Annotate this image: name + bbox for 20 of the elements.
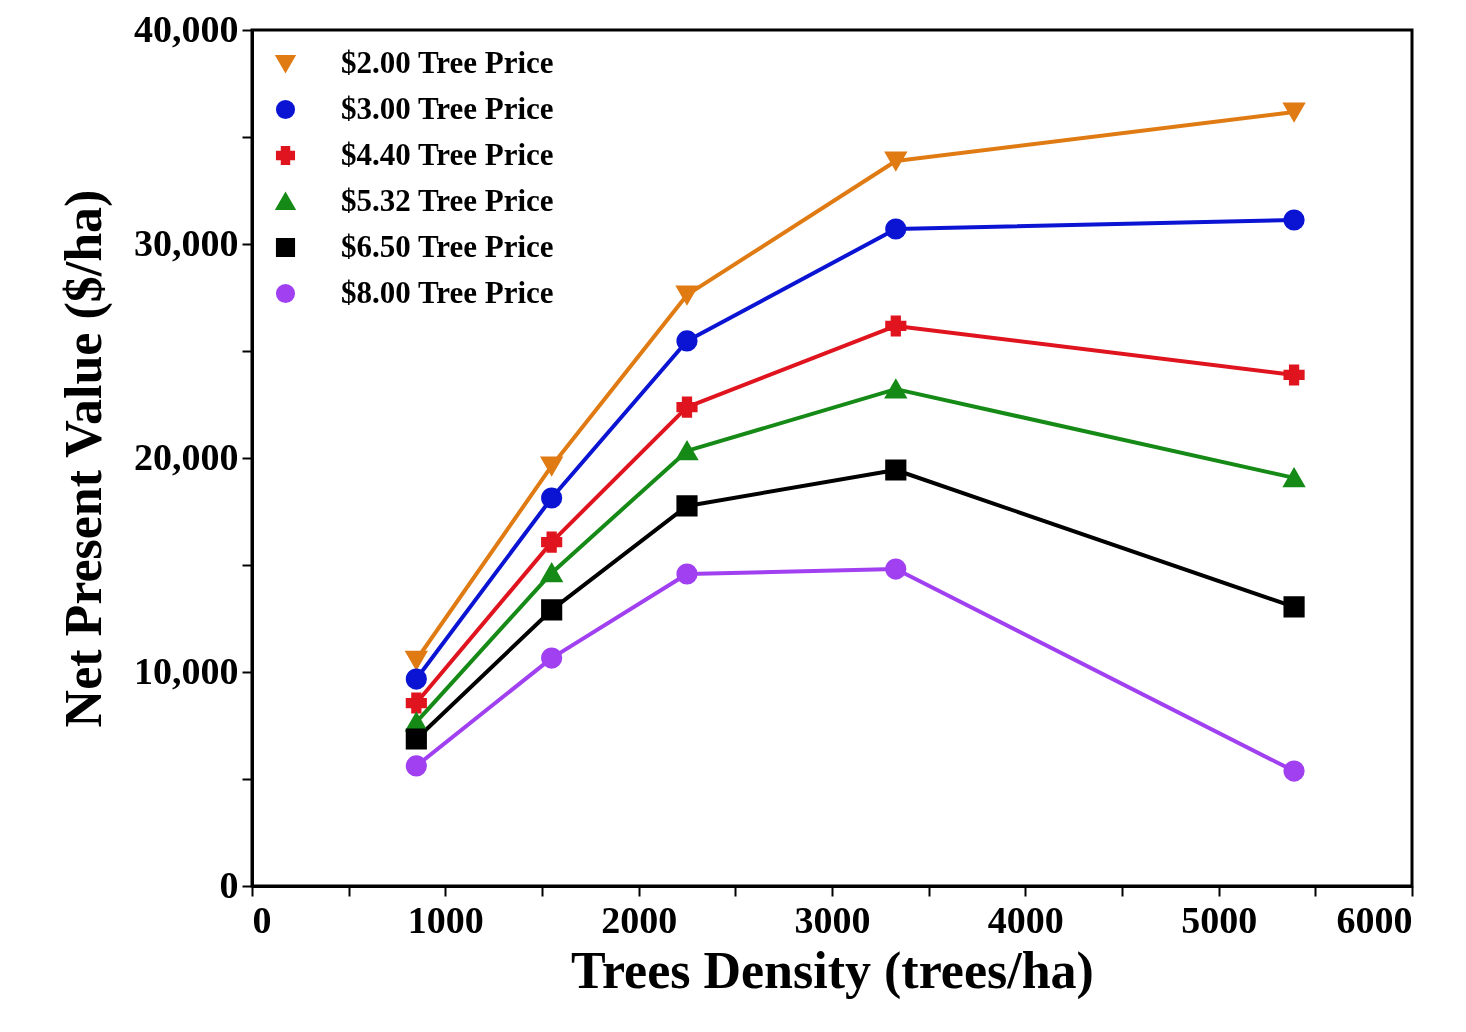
x-tick-label: 0 (252, 898, 272, 941)
y-axis-title: Net Present Value ($/ha) (55, 189, 113, 728)
y-tick-label: 30,000 (134, 221, 239, 264)
legend-label: $3.00 Tree Price (341, 90, 554, 126)
x-tick-label: 2000 (601, 898, 678, 941)
x-tick-label: 4000 (987, 898, 1064, 941)
x-tick-label: 5000 (1181, 898, 1258, 941)
legend-label: $4.40 Tree Price (341, 136, 554, 172)
x-tick-label: 1000 (407, 898, 484, 941)
y-tick-label: 10,000 (134, 649, 239, 692)
x-tick-label: 3000 (794, 898, 871, 941)
x-tick-label: 6000 (1336, 898, 1413, 941)
y-tick-label: 0 (219, 863, 239, 906)
x-axis-title: Trees Density (trees/ha) (571, 941, 1094, 1000)
legend-label: $5.32 Tree Price (341, 182, 554, 218)
y-tick-label: 20,000 (134, 435, 239, 478)
legend-label: $6.50 Tree Price (341, 228, 554, 264)
y-tick-label: 40,000 (134, 7, 239, 50)
legend-label: $8.00 Tree Price (341, 274, 554, 310)
legend-label: $2.00 Tree Price (341, 44, 554, 80)
